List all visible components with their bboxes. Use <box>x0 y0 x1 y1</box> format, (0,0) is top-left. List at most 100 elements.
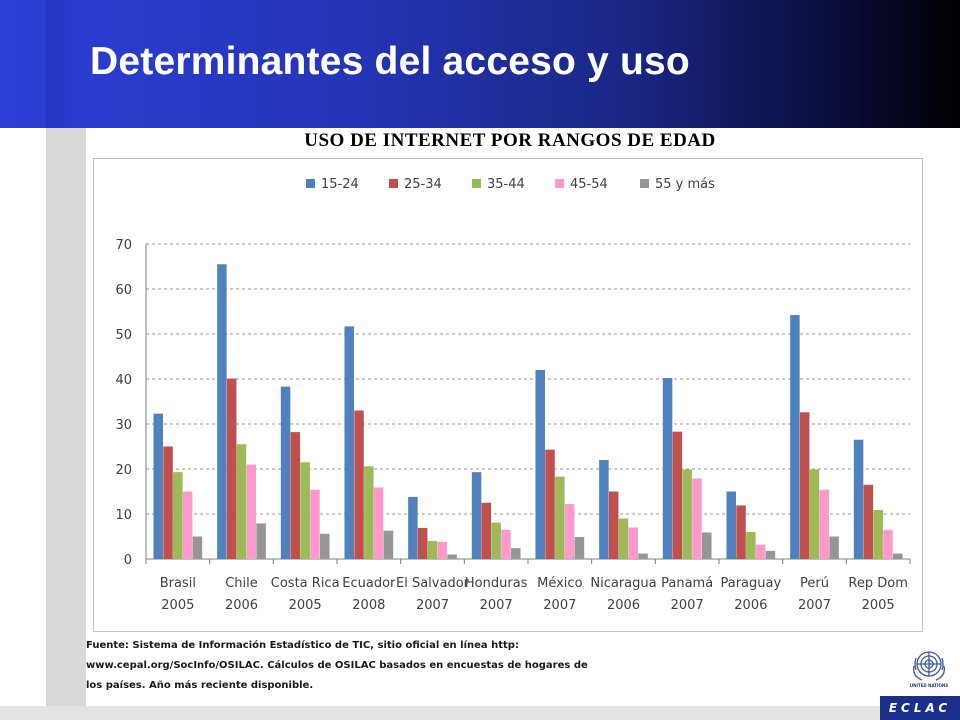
bar-25-34 <box>608 491 619 559</box>
bar-25-34 <box>863 484 874 559</box>
bar-25-34 <box>672 431 683 559</box>
legend-label: 55 y más <box>655 177 715 192</box>
bar-55-y-más <box>256 523 266 559</box>
footnote-line: www.cepal.org/SocInfo/OSILAC. Cálculos d… <box>86 660 588 671</box>
bar-25-34 <box>163 446 173 559</box>
y-tick-label: 30 <box>115 418 132 433</box>
x-tick-label-country: México <box>537 576 582 591</box>
bar-45-54 <box>883 529 893 559</box>
bar-15-24 <box>535 370 545 559</box>
bar-35-44 <box>427 541 438 559</box>
x-tick-label-country: Chile <box>225 576 258 591</box>
x-tick-label-country: Perú <box>800 576 829 591</box>
bar-55-y-más <box>702 532 712 559</box>
footnote-line: los países. Año más reciente disponible. <box>86 680 314 691</box>
chart-area: 0 10 20 30 40 50 60 70 Brasil 2005 Chile 2006 Costa … <box>93 158 923 632</box>
bar-45-54 <box>564 504 575 559</box>
x-tick-label-year: 2005 <box>862 598 895 613</box>
bar-chart: 0 10 20 30 40 50 60 70 Brasil 2005 Chile 2006 Costa … <box>115 177 911 613</box>
y-tick-label: 0 <box>124 553 132 568</box>
bar-25-34 <box>226 378 237 559</box>
bar-25-34 <box>481 502 492 559</box>
bar-45-54 <box>692 478 702 559</box>
x-tick-label-year: 2006 <box>607 598 640 613</box>
y-tick-label: 70 <box>115 238 132 253</box>
bar-55-y-más <box>638 553 648 559</box>
bar-15-24 <box>853 439 864 559</box>
x-tick-label-country: Rep Dom <box>848 576 907 591</box>
x-tick-label-year: 2007 <box>543 598 576 613</box>
bar-35-44 <box>236 444 247 559</box>
bar-15-24 <box>280 386 291 559</box>
legend-label: 15-24 <box>321 177 359 192</box>
bar-45-54 <box>501 529 511 559</box>
bar-55-y-más <box>447 554 457 559</box>
x-tick-label-country: Brasil <box>160 576 196 591</box>
header-left-accent <box>46 0 86 128</box>
bar-35-44 <box>873 509 883 559</box>
x-tick-label-year: 2007 <box>671 598 704 613</box>
chart-title: USO DE INTERNET POR RANGOS DE EDAD <box>304 130 716 151</box>
legend-swatch <box>306 179 315 188</box>
legend-swatch <box>389 179 398 188</box>
bar-35-44 <box>364 466 374 559</box>
bar-45-54 <box>373 487 384 559</box>
x-tick-label-year: 2005 <box>161 598 194 613</box>
united-nations-label: UNITED NATIONS <box>909 683 949 688</box>
bar-55-y-más <box>829 536 839 559</box>
bar-55-y-más <box>893 553 903 559</box>
eclac-logo: ECLAC <box>880 696 960 720</box>
bar-55-y-más <box>320 533 330 559</box>
y-tick-label: 20 <box>115 463 132 478</box>
y-tick-label: 60 <box>115 283 132 298</box>
bar-55-y-más <box>511 548 521 559</box>
bar-15-24 <box>344 326 354 559</box>
x-tick-label-country: Panamá <box>661 576 713 591</box>
bar-45-54 <box>755 544 766 559</box>
page-title: Determinantes del acceso y uso <box>90 40 690 83</box>
bar-15-24 <box>726 491 736 559</box>
bar-45-54 <box>310 489 320 559</box>
bar-55-y-más <box>383 530 394 559</box>
bar-35-44 <box>682 469 692 559</box>
bar-35-44 <box>809 469 820 559</box>
bar-25-34 <box>290 432 301 559</box>
bar-15-24 <box>217 264 227 559</box>
legend-swatch <box>555 179 564 188</box>
bar-45-54 <box>437 541 448 559</box>
bar-35-44 <box>618 518 629 559</box>
bar-25-34 <box>417 527 428 559</box>
bar-35-44 <box>555 476 565 559</box>
x-tick-label-country: Nicaragua <box>590 576 656 591</box>
bar-25-34 <box>736 505 746 559</box>
x-tick-label-year: 2006 <box>225 598 258 613</box>
legend-label: 35-44 <box>487 177 525 192</box>
x-tick-label-country: Paraguay <box>720 576 781 591</box>
bar-45-54 <box>182 491 193 559</box>
bar-45-54 <box>819 489 830 559</box>
bar-35-44 <box>491 522 501 559</box>
bar-45-54 <box>628 527 639 559</box>
footnote-line: Fuente: Sistema de Información Estadísti… <box>86 640 519 651</box>
bar-55-y-más <box>192 536 203 559</box>
legend-swatch <box>640 179 649 188</box>
bar-15-24 <box>599 460 609 559</box>
x-tick-label-year: 2005 <box>289 598 322 613</box>
x-tick-label-country: Honduras <box>465 576 528 591</box>
x-tick-label-year: 2008 <box>352 598 385 613</box>
bar-25-34 <box>799 412 810 559</box>
y-tick-label: 50 <box>115 328 132 343</box>
bar-35-44 <box>746 532 756 559</box>
header-banner <box>0 0 960 128</box>
source-footnote: Fuente: Sistema de Información Estadísti… <box>86 636 606 696</box>
bar-15-24 <box>153 413 163 559</box>
legend-label: 25-34 <box>404 177 442 192</box>
x-tick-label-country: Ecuador <box>342 576 396 591</box>
bottom-decorative-strip <box>0 706 960 720</box>
y-tick-label: 40 <box>115 373 132 388</box>
bar-45-54 <box>246 464 257 559</box>
bar-25-34 <box>545 449 555 559</box>
bar-25-34 <box>354 410 364 559</box>
legend-label: 45-54 <box>570 177 608 192</box>
x-tick-label-year: 2007 <box>798 598 831 613</box>
